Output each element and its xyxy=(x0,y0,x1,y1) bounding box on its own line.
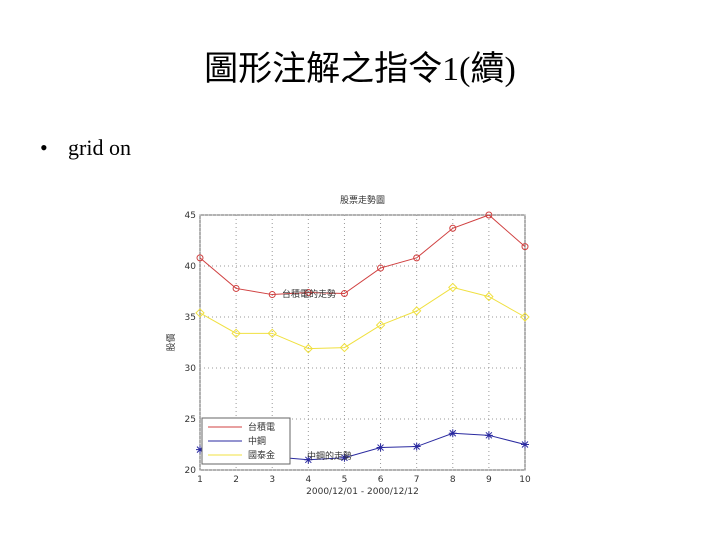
marker xyxy=(196,254,204,262)
x-tick-label: 10 xyxy=(519,475,531,485)
chart-title: 股票走勢圖 xyxy=(340,194,385,206)
slide-title: 圖形注解之指令1(續) xyxy=(204,50,516,88)
legend-label: 中鋼 xyxy=(248,435,266,447)
x-tick-label: 6 xyxy=(378,475,384,485)
x-tick-label: 4 xyxy=(305,475,311,485)
marker xyxy=(413,254,421,262)
x-tick-label: 1 xyxy=(197,475,203,485)
marker xyxy=(521,243,529,251)
marker xyxy=(267,328,277,339)
bullet-dot: • xyxy=(40,135,48,160)
y-tick-label: 30 xyxy=(185,364,197,374)
bullet-text: grid on xyxy=(68,135,131,160)
marker xyxy=(521,440,529,449)
marker xyxy=(449,224,457,232)
marker xyxy=(195,308,205,318)
marker xyxy=(303,343,314,354)
series-line xyxy=(199,286,526,350)
marker xyxy=(304,455,313,464)
marker xyxy=(448,429,457,438)
annotation: 中鋼的走勢 xyxy=(307,450,352,462)
marker xyxy=(376,443,385,452)
marker xyxy=(484,431,493,440)
marker xyxy=(340,453,349,462)
y-tick-label: 35 xyxy=(185,313,196,323)
marker xyxy=(448,282,458,293)
legend-label: 國泰金 xyxy=(248,449,275,461)
marker xyxy=(485,211,493,219)
y-tick-label: 45 xyxy=(185,211,196,221)
marker xyxy=(304,289,312,297)
x-axis-label: 2000/12/01 - 2000/12/12 xyxy=(306,487,419,497)
x-tick-label: 3 xyxy=(269,475,275,485)
marker xyxy=(484,291,494,302)
annotation: 台積電的走勢 xyxy=(282,288,336,300)
legend-box xyxy=(201,417,291,465)
x-tick-label: 9 xyxy=(486,475,492,485)
marker xyxy=(231,328,241,339)
marker xyxy=(377,264,385,272)
y-tick-label: 25 xyxy=(185,415,196,425)
x-tick-label: 5 xyxy=(342,475,348,485)
marker xyxy=(196,445,204,454)
x-tick-label: 8 xyxy=(450,475,456,485)
x-tick-label: 2 xyxy=(233,475,239,485)
y-tick-label: 20 xyxy=(185,466,197,476)
legend-label: 台積電 xyxy=(248,421,275,433)
x-tick-label: 7 xyxy=(414,475,420,485)
marker xyxy=(520,312,530,322)
series-line xyxy=(199,214,526,296)
marker xyxy=(411,306,422,316)
marker xyxy=(268,291,276,299)
marker xyxy=(340,290,348,298)
y-tick-label: 40 xyxy=(185,262,197,272)
marker xyxy=(339,342,350,353)
y-axis-label: 股價 xyxy=(166,333,177,351)
marker xyxy=(232,284,240,292)
marker xyxy=(412,442,421,451)
marker xyxy=(375,320,386,330)
